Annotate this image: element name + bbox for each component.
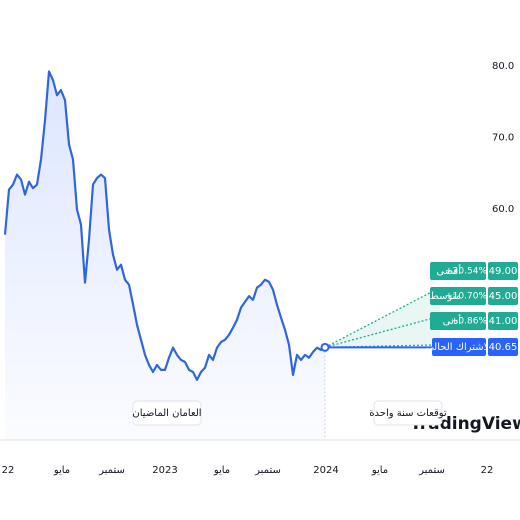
- forecast-label-box: [373, 400, 443, 426]
- target-change: +10.70%: [445, 292, 487, 302]
- target-value-tag: [488, 287, 518, 305]
- forecast-line: [324, 344, 441, 348]
- target-value: 45.00: [489, 291, 518, 302]
- forecast-line: [324, 287, 441, 348]
- target-change: +20.54%: [445, 267, 487, 277]
- forecast-label: توقعات سنة واحدة: [369, 408, 447, 419]
- y-tick-label: 70.0: [492, 132, 514, 143]
- area: [5, 71, 325, 440]
- current-value: 40.65: [489, 342, 518, 353]
- current-tag: [432, 338, 486, 356]
- target-value-tag: [488, 262, 518, 280]
- x-tick-label: ستمبر: [418, 465, 445, 476]
- target-tag: [430, 287, 486, 305]
- target-name: أدنى: [443, 314, 462, 327]
- target-change: +0.86%: [451, 317, 488, 327]
- x-tick-label: مايو: [53, 465, 70, 476]
- x-tick-label: 22: [481, 465, 494, 476]
- y-tick-label: 80.0: [492, 61, 514, 72]
- target-value-tag: [488, 312, 518, 330]
- current-value-tag: [488, 338, 518, 356]
- target-tag: [430, 262, 486, 280]
- history-label: العامان الماضيان: [132, 408, 201, 419]
- current-name: الاشتراك الحالي: [426, 342, 492, 353]
- x-tick-label: 22: [2, 465, 15, 476]
- x-tick-label: مايو: [371, 465, 388, 476]
- target-name: متوسط: [430, 291, 461, 302]
- x-tick-label: 2024: [313, 465, 338, 476]
- target-value: 41.00: [489, 316, 518, 327]
- x-tick-label: ستمبر: [254, 465, 281, 476]
- target-tag: [430, 312, 486, 330]
- y-tick-label: 60.0: [492, 204, 514, 215]
- current-point: [320, 342, 330, 352]
- history-label-box: [132, 400, 202, 426]
- target-value: 49.00: [489, 266, 518, 277]
- target-name: أقصى: [436, 264, 461, 277]
- x-tick-label: 2023: [152, 465, 177, 476]
- price-line: [3, 70, 326, 381]
- x-tick-label: ستمبر: [98, 465, 125, 476]
- x-tick-label: مايو: [213, 465, 230, 476]
